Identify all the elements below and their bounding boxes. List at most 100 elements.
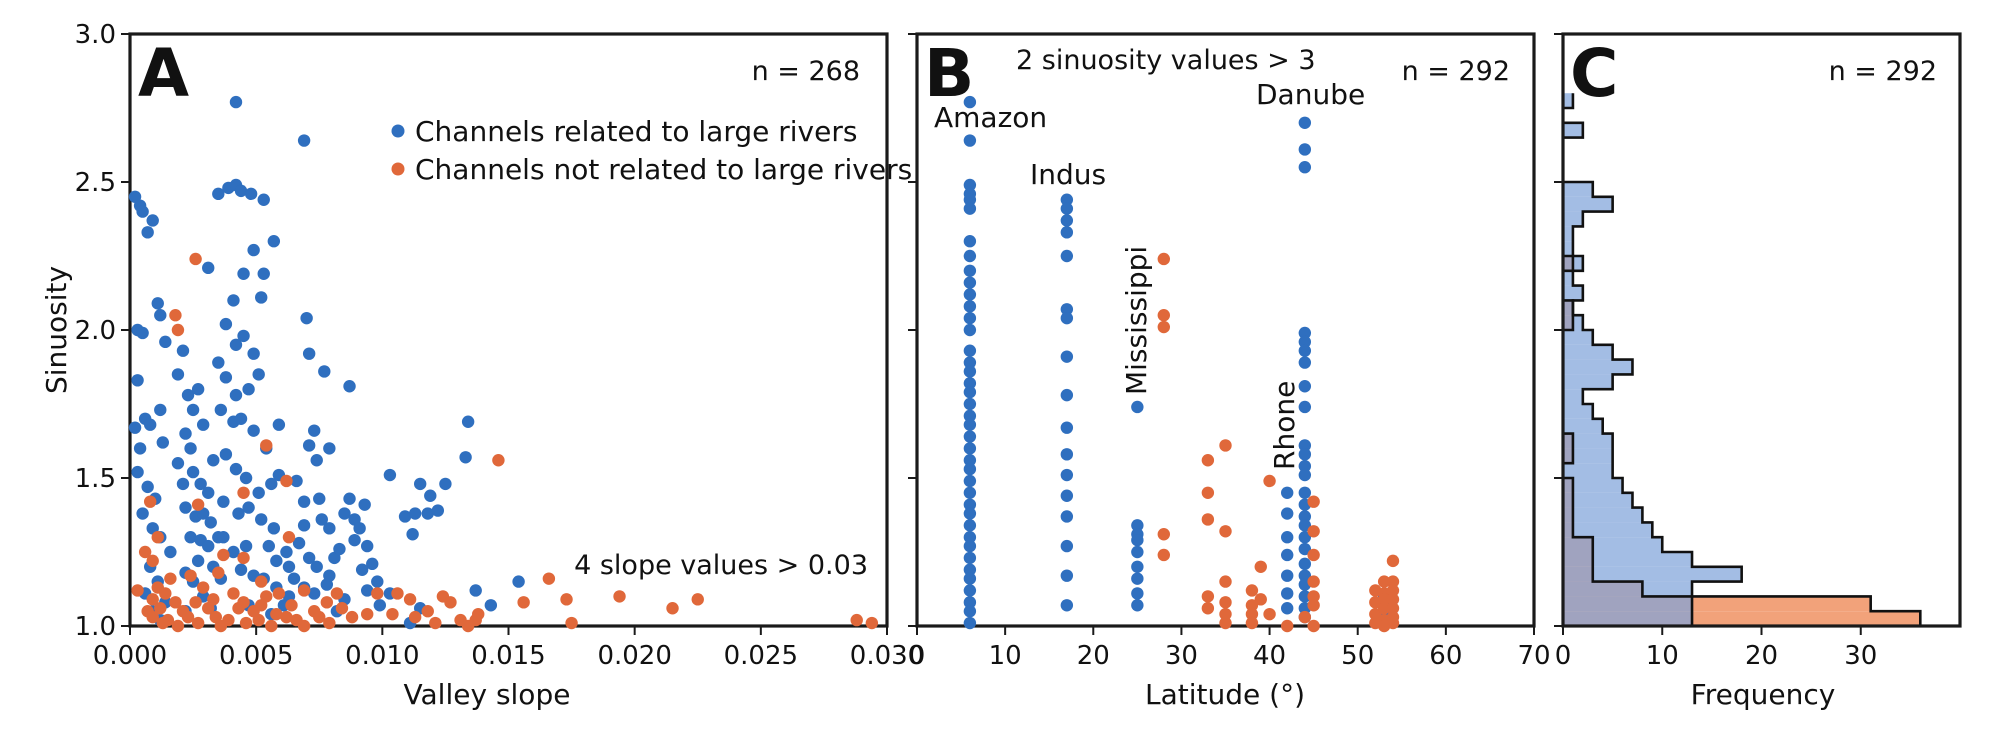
point-large-river xyxy=(459,451,472,464)
x-tick-label: 30 xyxy=(1844,641,1877,671)
point-large-river xyxy=(219,317,233,331)
panel-b: 0 10 20 30 40 50 60 70 B 2 sinuosity values > 3… xyxy=(908,32,1551,711)
point-not-large-river xyxy=(313,610,326,624)
hist-bar-large-river xyxy=(1563,404,1593,419)
point-large-river xyxy=(963,486,977,499)
point-not-large-river xyxy=(169,596,182,609)
legend-marker-not-large-rivers xyxy=(391,162,405,176)
point-large-river xyxy=(1060,510,1074,523)
hist-bar-large-river xyxy=(1563,611,1693,626)
point-not-large-river xyxy=(408,610,422,624)
point-not-large-river xyxy=(265,619,278,633)
hist-bar-large-river xyxy=(1563,522,1653,538)
point-not-large-river xyxy=(1307,619,1320,633)
point-large-river xyxy=(963,616,977,630)
point-large-river xyxy=(963,249,977,263)
point-large-river xyxy=(247,243,260,257)
point-large-river xyxy=(408,507,422,520)
point-large-river xyxy=(371,575,384,588)
point-not-large-river xyxy=(239,616,253,630)
point-large-river xyxy=(252,486,265,499)
hist-bar-large-river xyxy=(1563,374,1613,390)
point-not-large-river xyxy=(1201,513,1215,526)
point-not-large-river xyxy=(613,590,626,603)
x-tick-label: 40 xyxy=(1253,641,1286,671)
point-large-river xyxy=(1298,519,1312,532)
point-large-river xyxy=(154,403,167,417)
point-large-river xyxy=(424,489,437,502)
point-large-river xyxy=(151,297,164,310)
point-large-river xyxy=(255,513,268,526)
point-large-river xyxy=(318,365,331,378)
point-not-large-river xyxy=(1386,616,1400,630)
point-not-large-river xyxy=(196,581,210,594)
point-not-large-river xyxy=(1201,590,1215,603)
point-large-river xyxy=(297,495,311,508)
point-not-large-river xyxy=(146,610,159,624)
point-not-large-river xyxy=(280,474,293,488)
x-tick-label: 0.030 xyxy=(850,641,924,671)
point-large-river xyxy=(229,462,243,476)
point-large-river xyxy=(146,214,159,227)
hist-bar-large-river xyxy=(1563,418,1603,434)
panel-c-letter: C xyxy=(1570,35,1618,112)
point-large-river xyxy=(963,356,977,369)
point-large-river xyxy=(1131,587,1144,600)
point-not-large-river xyxy=(280,610,293,624)
point-large-river xyxy=(141,226,154,239)
point-not-large-river xyxy=(1157,309,1171,322)
point-not-large-river xyxy=(421,605,434,618)
hist-bar-large-river xyxy=(1563,463,1613,478)
point-large-river xyxy=(1298,468,1312,482)
hist-bar-large-river xyxy=(1563,492,1633,508)
x-tick-label: 50 xyxy=(1341,641,1374,671)
y-tick-label: 1.5 xyxy=(75,464,116,494)
point-large-river xyxy=(1060,350,1074,363)
point-large-river xyxy=(136,326,149,340)
point-not-large-river xyxy=(1263,474,1276,488)
point-large-river xyxy=(963,418,977,431)
point-large-river xyxy=(963,95,977,109)
point-large-river xyxy=(156,436,170,449)
point-not-large-river xyxy=(169,309,182,322)
x-tick-label: 0.015 xyxy=(471,641,545,671)
point-not-large-river xyxy=(1386,584,1400,597)
hist-bar-large-river xyxy=(1563,300,1573,316)
point-large-river xyxy=(1298,380,1312,393)
point-large-river xyxy=(313,492,326,505)
point-large-river xyxy=(171,457,185,470)
panel-b-letter: B xyxy=(924,35,974,112)
point-large-river xyxy=(143,418,157,431)
hist-bar-large-river xyxy=(1563,344,1613,360)
point-large-river xyxy=(1060,539,1074,553)
point-large-river xyxy=(1131,560,1144,573)
point-not-large-river xyxy=(1219,596,1232,609)
point-large-river xyxy=(1131,545,1144,559)
x-tick-label: 0 xyxy=(909,641,926,671)
point-not-large-river xyxy=(202,602,215,615)
hist-bar-large-river xyxy=(1563,330,1593,345)
point-large-river xyxy=(133,442,147,455)
point-large-river xyxy=(431,504,445,517)
legend-marker-large-rivers xyxy=(391,124,405,138)
point-not-large-river xyxy=(1219,575,1232,588)
point-large-river xyxy=(282,560,296,573)
point-large-river xyxy=(360,539,374,553)
point-large-river xyxy=(1131,533,1144,547)
point-large-river xyxy=(1131,599,1144,612)
point-large-river xyxy=(212,356,225,369)
point-large-river xyxy=(1060,569,1074,582)
point-large-river xyxy=(1298,400,1312,414)
point-large-river xyxy=(1298,356,1312,369)
point-large-river xyxy=(136,205,149,218)
point-large-river xyxy=(176,477,190,491)
point-not-large-river xyxy=(1377,575,1391,588)
hist-bar-large-river xyxy=(1563,389,1583,404)
point-large-river xyxy=(1060,421,1074,434)
point-not-large-river xyxy=(1201,454,1215,467)
point-not-large-river xyxy=(131,584,144,597)
point-not-large-river xyxy=(270,607,283,621)
point-not-large-river xyxy=(138,545,152,559)
point-large-river xyxy=(1060,311,1074,325)
point-large-river xyxy=(1298,486,1312,499)
